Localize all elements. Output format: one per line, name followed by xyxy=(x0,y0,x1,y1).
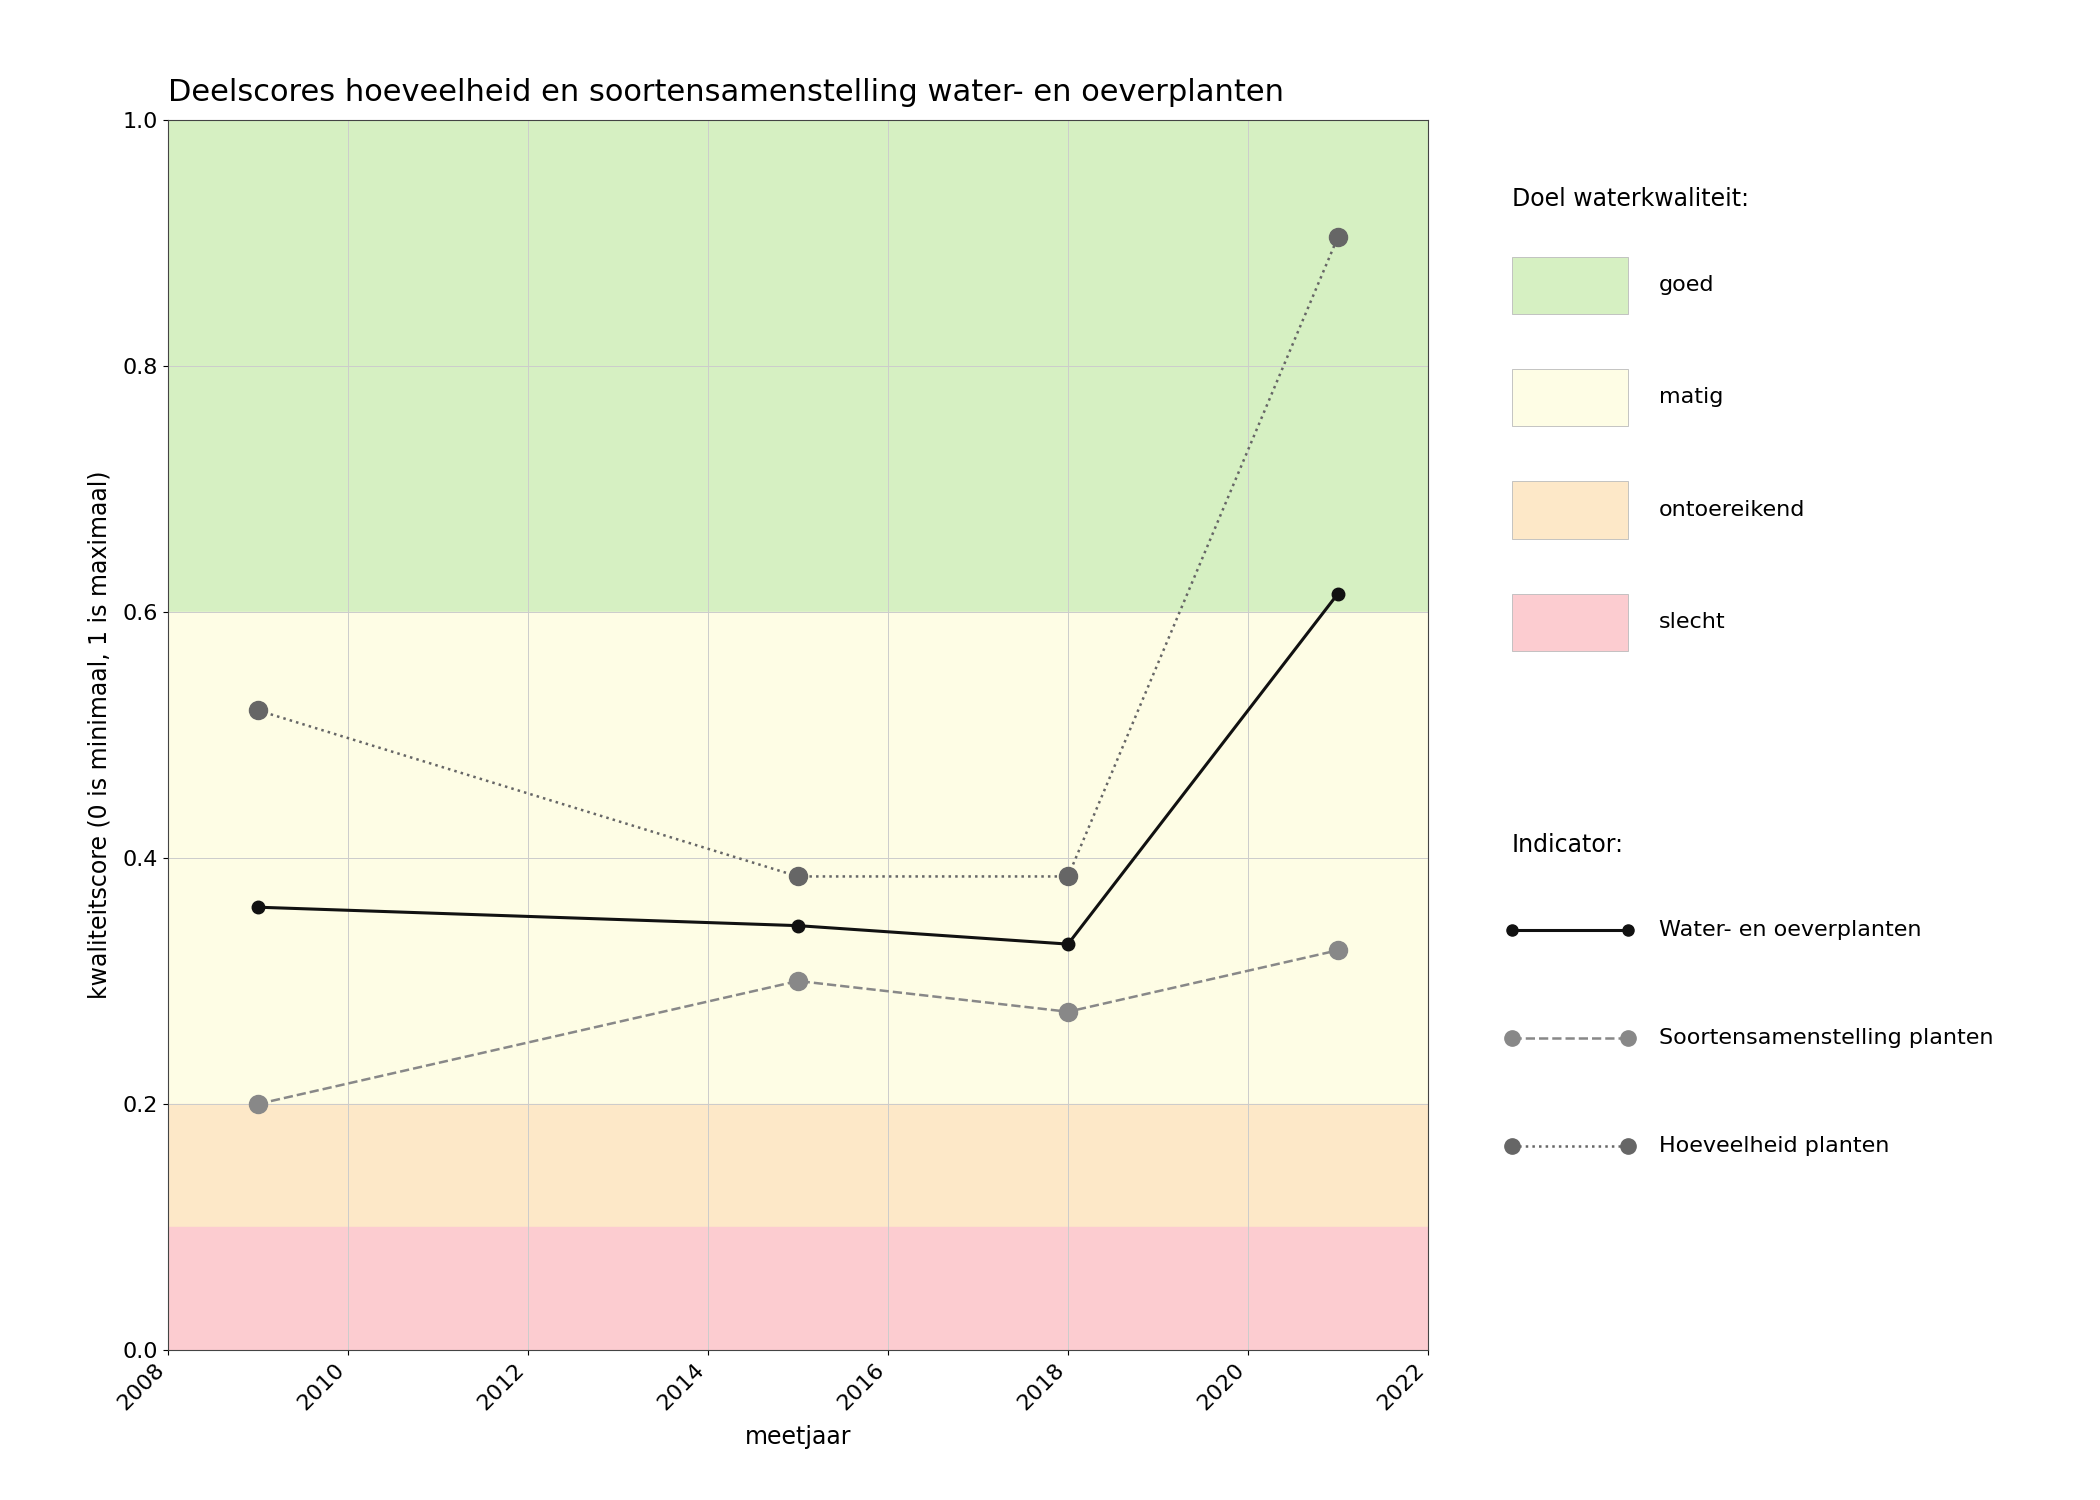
Text: Hoeveelheid planten: Hoeveelheid planten xyxy=(1659,1136,1890,1156)
Text: Deelscores hoeveelheid en soortensamenstelling water- en oeverplanten: Deelscores hoeveelheid en soortensamenst… xyxy=(168,78,1283,106)
Text: Water- en oeverplanten: Water- en oeverplanten xyxy=(1659,920,1922,940)
Text: Doel waterkwaliteit:: Doel waterkwaliteit: xyxy=(1512,188,1749,211)
Text: Soortensamenstelling planten: Soortensamenstelling planten xyxy=(1659,1028,1993,1048)
Bar xyxy=(168,1227,1428,1350)
Text: ontoereikend: ontoereikend xyxy=(1659,500,1806,520)
Text: slecht: slecht xyxy=(1659,612,1726,633)
Text: Indicator:: Indicator: xyxy=(1512,833,1623,856)
X-axis label: meetjaar: meetjaar xyxy=(746,1425,851,1449)
Bar xyxy=(168,1104,1428,1227)
Text: matig: matig xyxy=(1659,387,1724,408)
Text: goed: goed xyxy=(1659,274,1714,296)
Bar xyxy=(168,612,1428,1104)
Y-axis label: kwaliteitscore (0 is minimaal, 1 is maximaal): kwaliteitscore (0 is minimaal, 1 is maxi… xyxy=(88,471,111,999)
Bar xyxy=(168,120,1428,612)
